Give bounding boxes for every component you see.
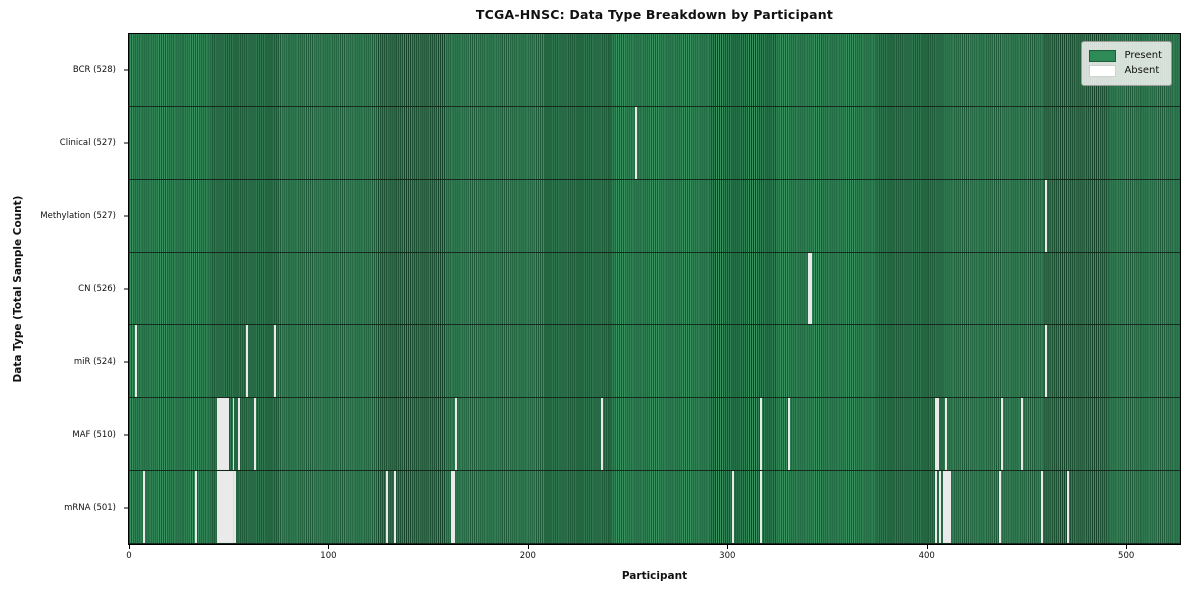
absent-stripe: [945, 398, 948, 471]
y-tick-label-mrna: mRNA (501): [64, 503, 116, 514]
x-tick-mark: [926, 545, 928, 549]
absent-stripe: [228, 471, 231, 543]
absent-stripe: [274, 325, 277, 398]
y-tick-label-maf: MAF (510): [72, 430, 116, 441]
absent-stripe: [732, 471, 735, 543]
heatmap-row-bcr: [129, 34, 1180, 107]
absent-stripe: [1040, 471, 1043, 543]
absent-stripe: [998, 471, 1001, 543]
heatmap-row-mrna: [129, 471, 1180, 544]
x-tick-label-0: 0: [126, 551, 132, 561]
y-tick-mark: [124, 288, 128, 290]
chart-title: TCGA-HNSC: Data Type Breakdown by Partic…: [475, 7, 834, 22]
x-axis-label: Participant: [621, 570, 688, 582]
absent-stripe: [1066, 471, 1069, 543]
x-tick-label-300: 300: [719, 551, 736, 561]
absent-stripe: [455, 398, 458, 471]
absent-stripe: [216, 398, 219, 471]
y-tick-mark: [124, 361, 128, 363]
absent-stripe: [232, 398, 235, 471]
y-tick-label-clinical: Clinical (527): [59, 137, 116, 148]
absent-stripe: [947, 471, 950, 543]
absent-stripe: [787, 398, 790, 471]
y-tick-mark: [124, 142, 128, 144]
y-tick-mark: [124, 434, 128, 436]
absent-stripe: [254, 398, 257, 471]
absent-stripe: [759, 471, 762, 543]
x-tick-mark: [727, 545, 729, 549]
absent-stripe: [222, 398, 225, 471]
x-tick-mark: [328, 545, 330, 549]
legend-item-absent: Absent: [1089, 65, 1162, 77]
absent-stripe: [1020, 398, 1023, 471]
x-tick-label-400: 400: [918, 551, 935, 561]
absent-stripe: [1044, 325, 1047, 398]
absent-stripe: [937, 398, 940, 471]
absent-stripe: [935, 471, 938, 543]
absent-stripe: [634, 106, 637, 179]
y-tick-label-cn: CN (526): [78, 284, 116, 294]
legend-swatch-present-icon: [1089, 50, 1117, 62]
y-tick-label-mir: miR (524): [73, 357, 116, 368]
absent-stripe: [234, 471, 237, 543]
y-axis: BCR (528) Clinical (527) Methylation (527)…: [0, 33, 128, 545]
absent-stripe: [218, 398, 221, 471]
absent-stripe: [134, 325, 137, 398]
x-tick-label-100: 100: [320, 551, 337, 561]
absent-stripe: [1000, 398, 1003, 471]
absent-stripe: [759, 398, 762, 471]
x-axis: 0 100 200 300 400 500: [126, 545, 1181, 569]
heatmap-row-maf: [129, 398, 1180, 472]
x-tick-mark: [527, 545, 529, 549]
absent-stripe: [224, 471, 227, 543]
absent-stripe: [216, 471, 219, 543]
absent-stripe: [600, 398, 603, 471]
absent-stripe: [222, 471, 225, 543]
legend: Present Absent: [1081, 41, 1172, 86]
absent-stripe: [1044, 179, 1047, 252]
absent-stripe: [226, 398, 229, 471]
absent-stripe: [220, 398, 223, 471]
absent-stripe: [393, 471, 396, 543]
heatmap-row-methylation: [129, 179, 1180, 253]
absent-stripe: [935, 398, 938, 471]
x-tick-label-200: 200: [519, 551, 536, 561]
heatmap-row-clinical: [129, 106, 1180, 180]
absent-stripe: [194, 471, 197, 543]
legend-item-present: Present: [1089, 50, 1162, 62]
absent-stripe: [807, 252, 810, 325]
absent-stripe: [949, 471, 952, 543]
absent-stripe: [238, 398, 241, 471]
heatmap-row-mir: [129, 325, 1180, 399]
absent-stripe: [453, 471, 456, 543]
absent-stripe: [220, 471, 223, 543]
absent-stripe: [451, 471, 454, 543]
heatmap-row-cn: [129, 252, 1180, 326]
plot-area: Present Absent: [128, 33, 1181, 545]
absent-stripe: [142, 471, 145, 543]
legend-swatch-absent-icon: [1089, 65, 1117, 77]
x-tick-mark: [128, 545, 130, 549]
absent-stripe: [939, 471, 942, 543]
y-tick-label-methylation: Methylation (527): [40, 210, 116, 221]
absent-stripe: [809, 252, 812, 325]
absent-stripe: [232, 471, 235, 543]
absent-stripe: [226, 471, 229, 543]
absent-stripe: [224, 398, 227, 471]
y-tick-mark: [124, 507, 128, 509]
y-tick-mark: [124, 215, 128, 217]
legend-label-present: Present: [1124, 50, 1162, 61]
y-tick-mark: [124, 69, 128, 71]
absent-stripe: [385, 471, 388, 543]
absent-stripe: [943, 471, 946, 543]
legend-label-absent: Absent: [1124, 65, 1160, 76]
absent-stripe: [945, 471, 948, 543]
absent-stripe: [246, 325, 249, 398]
x-tick-label-500: 500: [1118, 551, 1135, 561]
absent-stripe: [230, 471, 233, 543]
x-tick-mark: [1126, 545, 1128, 549]
y-tick-label-bcr: BCR (528): [72, 64, 116, 75]
absent-stripe: [218, 471, 221, 543]
